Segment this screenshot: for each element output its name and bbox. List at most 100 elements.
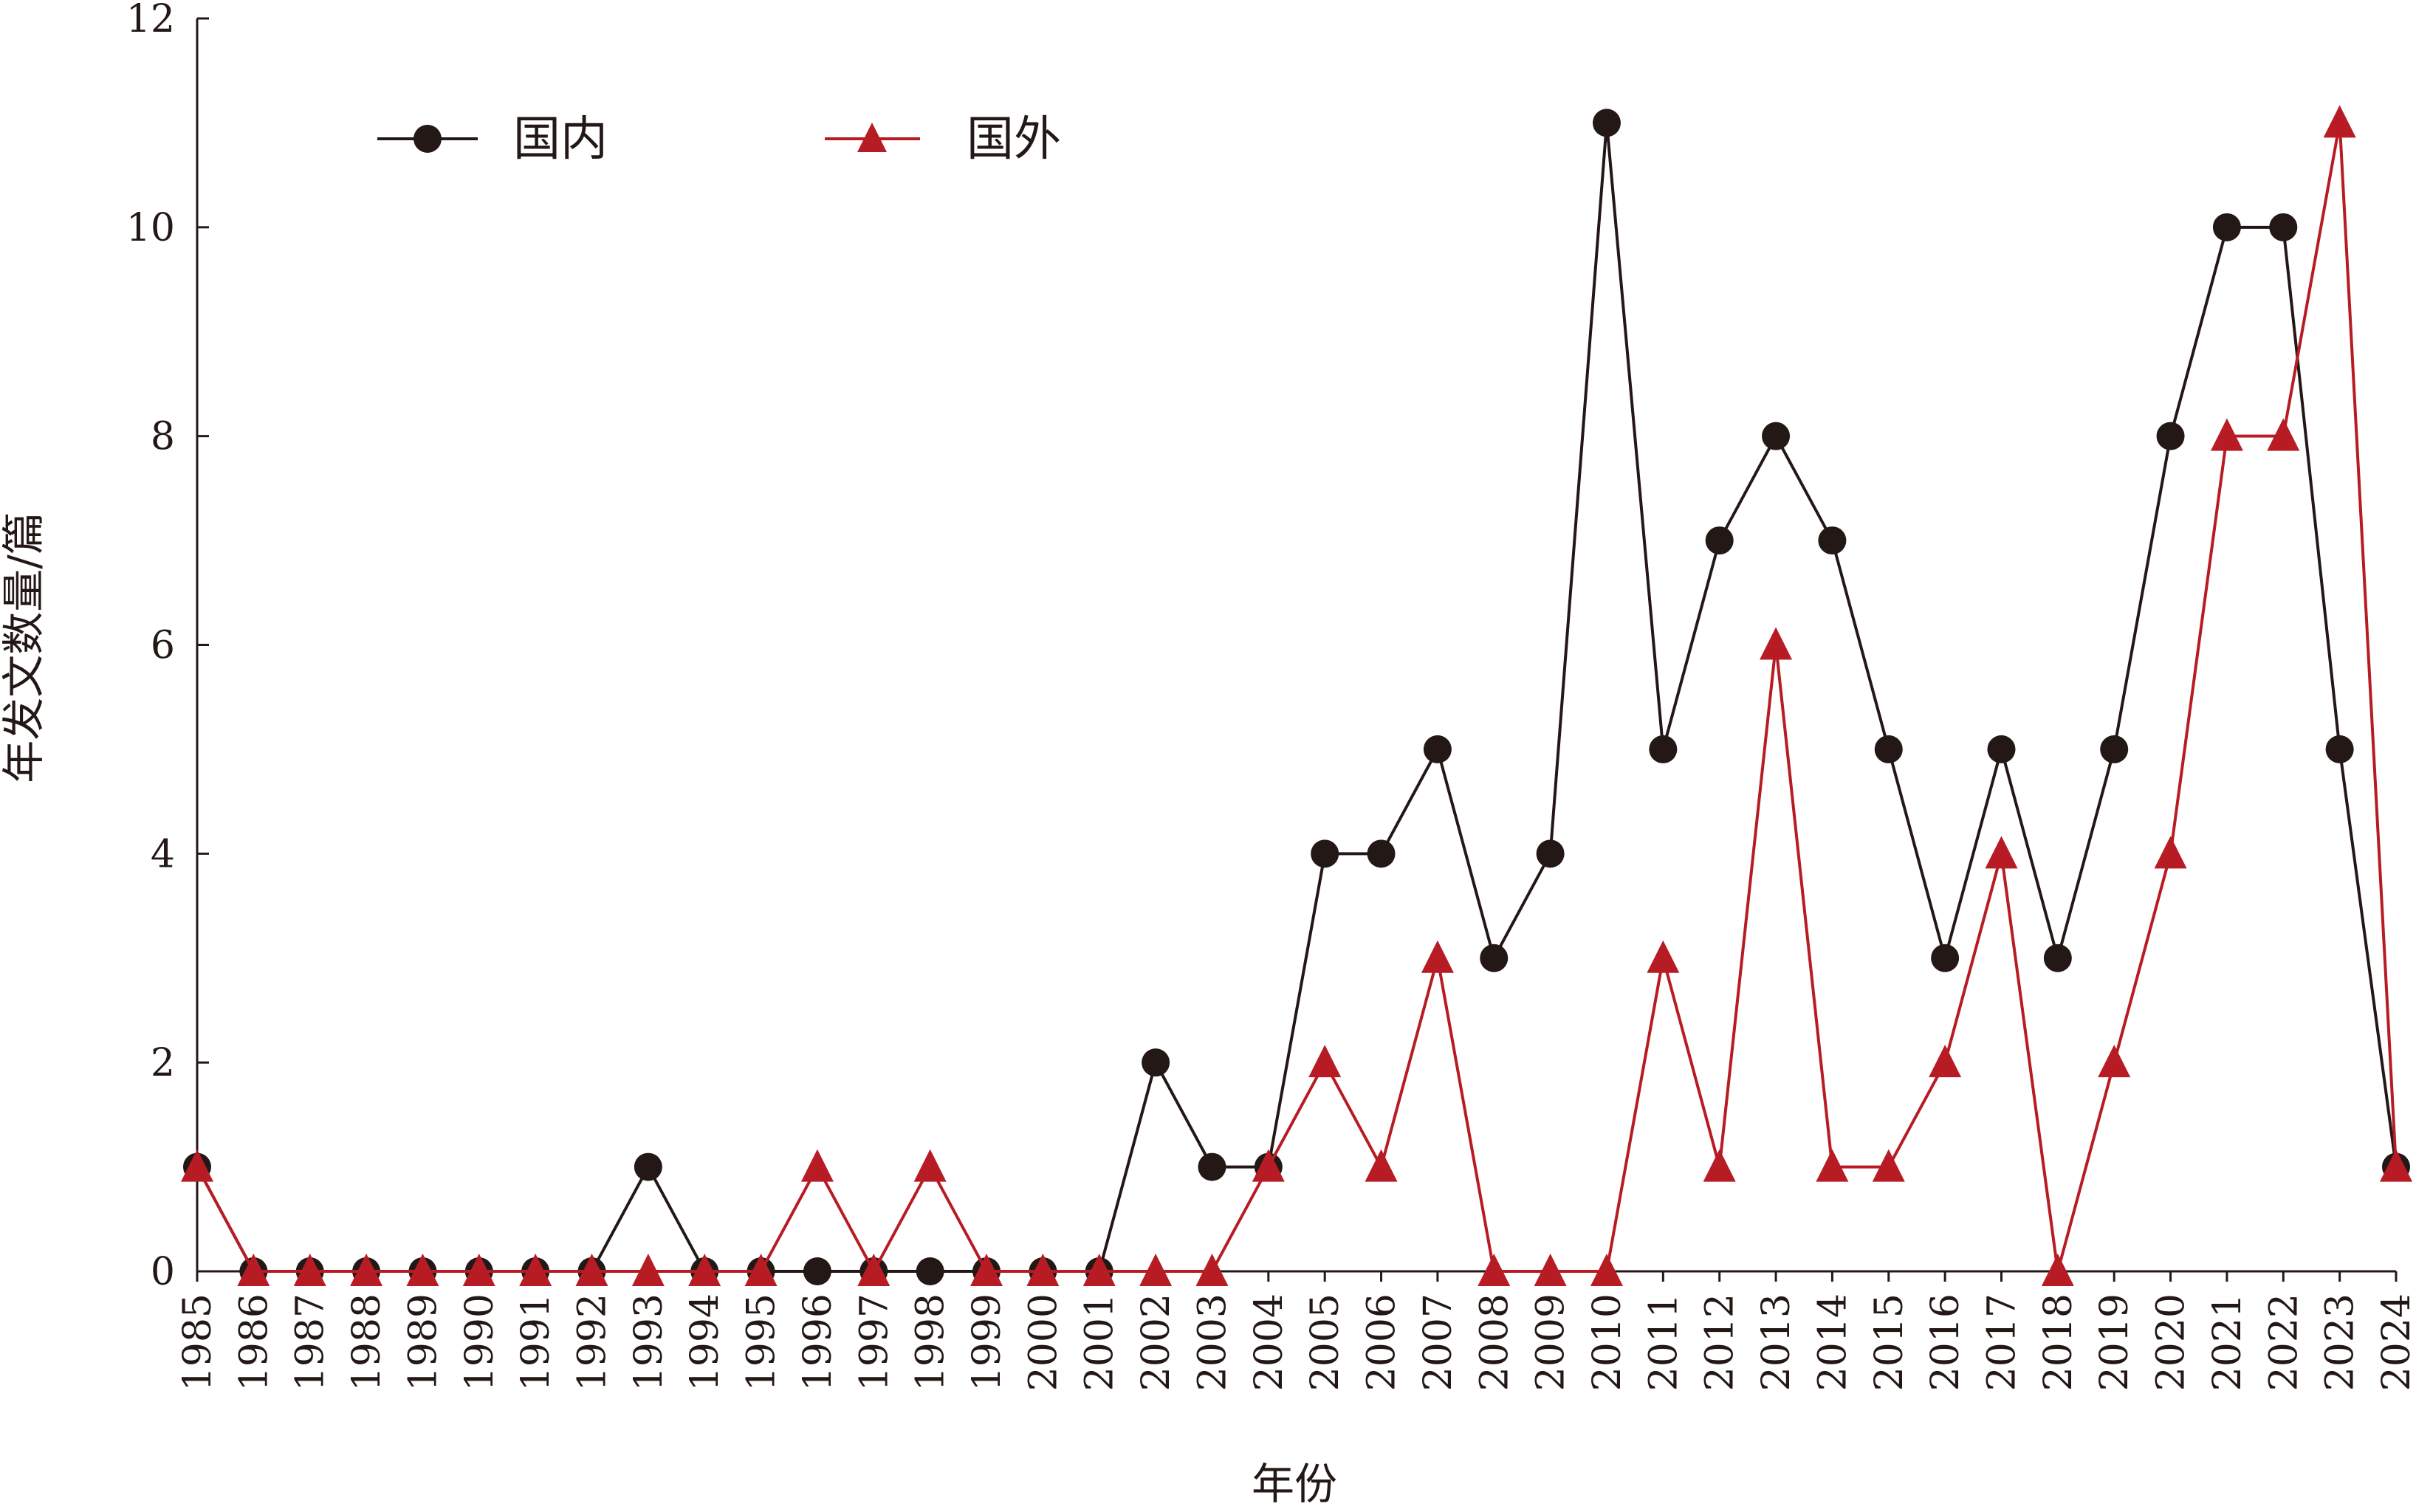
x-tick-label: 2024 <box>2375 1293 2416 1391</box>
x-tick-label: 2014 <box>1811 1293 1855 1391</box>
x-tick-label: 1985 <box>176 1293 220 1391</box>
data-point <box>1365 1149 1398 1182</box>
data-point <box>1590 1254 1623 1286</box>
data-point <box>1592 109 1621 137</box>
data-point <box>800 1149 834 1182</box>
x-tick-label: 2013 <box>1754 1293 1799 1391</box>
legend-label-domestic: 国内 <box>513 112 608 167</box>
data-point <box>2323 105 2356 138</box>
x-tick-label: 2004 <box>1247 1293 1291 1391</box>
data-point <box>2210 418 2243 451</box>
data-point <box>1423 735 1452 763</box>
data-point <box>970 1254 1003 1286</box>
data-point <box>631 1254 665 1286</box>
data-point <box>2380 1149 2412 1182</box>
x-tick-label: 2018 <box>2036 1293 2081 1391</box>
data-point <box>2043 944 2072 972</box>
x-tick-label: 2000 <box>1021 1293 1065 1391</box>
x-tick-label: 1993 <box>627 1293 671 1391</box>
data-point <box>1421 940 1454 973</box>
y-tick-label: 8 <box>151 415 175 459</box>
x-tick-label: 1998 <box>909 1293 953 1391</box>
data-point <box>1816 1149 1849 1182</box>
data-point <box>1252 1149 1285 1182</box>
x-axis-label: 年份 <box>1252 1459 1337 1509</box>
x-tick-label: 2007 <box>1416 1293 1461 1391</box>
data-point <box>1760 627 1793 660</box>
legend: 国内 国外 <box>377 112 1061 167</box>
x-tick-label: 2005 <box>1303 1293 1348 1391</box>
x-tick-label: 2016 <box>1923 1293 1968 1391</box>
x-tick-label: 2010 <box>1585 1293 1630 1391</box>
data-point <box>1872 1149 1905 1182</box>
y-tick-label: 4 <box>151 832 175 876</box>
x-tick-label: 1991 <box>514 1293 558 1391</box>
x-tick-label: 1987 <box>289 1293 333 1391</box>
data-point <box>1649 735 1678 763</box>
data-point <box>2267 418 2300 451</box>
x-tick-label: 1989 <box>401 1293 445 1391</box>
data-point <box>462 1254 495 1286</box>
x-tick-label: 2023 <box>2319 1293 2363 1391</box>
data-point <box>1985 836 2018 869</box>
data-point <box>688 1254 721 1286</box>
data-point <box>1139 1254 1173 1286</box>
data-point <box>181 1149 213 1182</box>
data-point <box>1198 1152 1226 1181</box>
data-point <box>744 1254 778 1286</box>
data-point <box>1987 735 2016 763</box>
data-point <box>1195 1254 1229 1286</box>
legend-marker-foreign <box>857 123 887 152</box>
x-tick-label: 1986 <box>232 1293 276 1391</box>
legend-label-foreign: 国外 <box>967 112 1061 167</box>
data-point <box>1818 526 1847 555</box>
data-point <box>575 1254 608 1286</box>
x-tick-label: 1992 <box>571 1293 615 1391</box>
series-line <box>196 123 2398 1273</box>
data-point <box>1311 839 1339 868</box>
y-axis-label: 年发文数量/篇 <box>0 512 49 783</box>
data-point <box>1647 940 1680 973</box>
data-point <box>1082 1254 1116 1286</box>
y-tick-label: 12 <box>126 0 175 41</box>
data-point <box>237 1254 270 1286</box>
y-tick-label: 10 <box>126 206 175 250</box>
data-point <box>350 1254 383 1286</box>
data-point <box>1142 1048 1170 1077</box>
data-point <box>406 1254 439 1286</box>
data-point <box>1705 526 1734 555</box>
legend-marker-domestic <box>413 125 442 153</box>
data-point <box>2041 1254 2074 1286</box>
x-tick-label: 2015 <box>1867 1293 1912 1391</box>
data-point <box>1703 1149 1736 1182</box>
x-tick-label: 2019 <box>2093 1293 2137 1391</box>
data-point <box>2100 735 2129 763</box>
y-tick-label: 2 <box>151 1041 175 1085</box>
y-tick-label: 6 <box>151 624 175 668</box>
data-point <box>2098 1045 2131 1078</box>
x-tick-label: 2009 <box>1529 1293 1574 1391</box>
x-tick-label: 2021 <box>2206 1293 2250 1391</box>
x-tick-label: 1995 <box>740 1293 784 1391</box>
x-tick-label: 2020 <box>2149 1293 2194 1391</box>
data-point <box>2156 422 2185 450</box>
series-foreign <box>181 105 2412 1286</box>
data-point <box>916 1257 944 1285</box>
x-tick-label: 2003 <box>1190 1293 1235 1391</box>
data-point <box>857 1254 890 1286</box>
x-tick-label: 2008 <box>1472 1293 1517 1391</box>
x-tick-label: 1994 <box>683 1293 727 1391</box>
x-tick-label: 2022 <box>2262 1293 2306 1391</box>
data-point <box>2212 213 2241 241</box>
x-tick-label: 1988 <box>345 1293 389 1391</box>
data-point <box>1931 944 1960 972</box>
x-tick-label: 1990 <box>458 1293 502 1391</box>
data-point <box>1478 1254 1511 1286</box>
x-tick-label: 1999 <box>965 1293 1009 1391</box>
data-point <box>913 1149 947 1182</box>
data-point <box>1534 1254 1567 1286</box>
data-point <box>1026 1254 1060 1286</box>
y-tick-label: 0 <box>151 1250 175 1294</box>
data-point <box>803 1257 831 1285</box>
